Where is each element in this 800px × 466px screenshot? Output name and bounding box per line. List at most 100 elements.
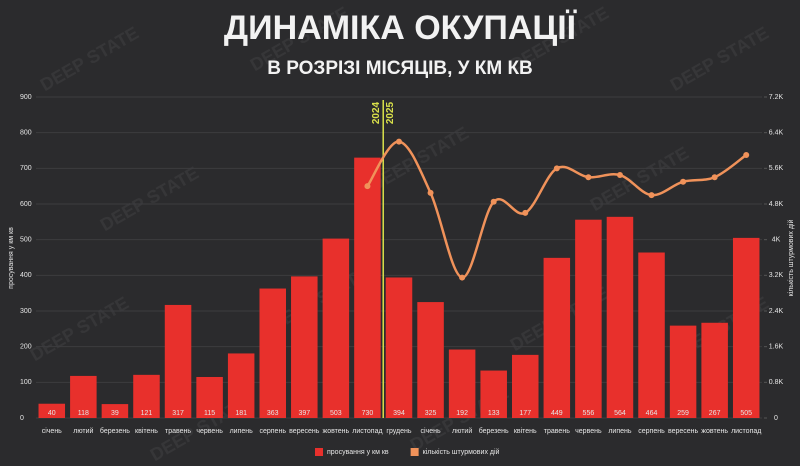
line-point — [553, 165, 560, 172]
year-label: 2024 — [371, 101, 382, 124]
y2-tick-label: 6.4K — [769, 130, 784, 137]
bar — [575, 219, 602, 418]
line-point — [743, 151, 750, 158]
data-label: 40 — [48, 410, 56, 417]
x-tick-label: листопад — [731, 428, 761, 435]
x-tick-label: березень — [479, 427, 509, 435]
data-label: 267 — [709, 410, 721, 417]
x-tick-label: квітень — [135, 427, 158, 435]
data-label: 192 — [456, 410, 468, 417]
line-point — [427, 189, 434, 196]
y-tick-label: 200 — [20, 344, 32, 351]
y2-tick-label: 3.2K — [769, 272, 784, 279]
y-tick-label: 400 — [20, 272, 32, 279]
y-tick-label: 800 — [20, 130, 32, 137]
bar — [669, 325, 697, 418]
data-label: 564 — [614, 410, 626, 417]
data-label: 181 — [235, 410, 247, 417]
bar — [417, 302, 444, 418]
bar — [354, 157, 381, 418]
line-point — [648, 192, 655, 199]
bar — [259, 288, 286, 418]
bar — [164, 304, 192, 418]
x-tick-label: лютий — [73, 427, 93, 435]
x-tick-label: січень — [421, 427, 441, 435]
legend-swatch — [410, 448, 419, 456]
y-tick-label: 0 — [20, 415, 24, 422]
x-tick-label: лютий — [452, 427, 472, 435]
data-label: 505 — [740, 410, 752, 417]
line-point — [711, 174, 718, 181]
legend-swatch — [315, 448, 323, 456]
bar — [480, 370, 507, 418]
y2-tick-label: 7.2K — [769, 94, 784, 101]
bar — [543, 257, 571, 418]
watermark: DEEP STATE — [27, 293, 132, 365]
x-tick-label: серпень — [638, 428, 665, 435]
y2-tick-label: 0 — [774, 415, 778, 422]
x-tick-label: грудень — [386, 428, 411, 435]
data-label: 397 — [298, 410, 310, 417]
line-point — [490, 198, 497, 205]
bar — [101, 404, 129, 418]
y2-tick-label: 4K — [772, 237, 781, 244]
legend-label: просування у км кв — [327, 449, 389, 456]
y2-tick-label: 2.4K — [769, 308, 784, 315]
y2-tick-label: 1.6K — [769, 344, 784, 351]
data-label: 394 — [393, 410, 405, 417]
watermark: DEEP STATE — [667, 23, 772, 95]
line-point — [585, 174, 592, 181]
data-label: 464 — [646, 410, 658, 417]
data-label: 503 — [330, 410, 342, 417]
watermark: DEEP STATE — [37, 23, 142, 95]
legend-label: кількість штурмових дій — [423, 448, 500, 456]
bar — [701, 322, 728, 418]
y-tick-label: 100 — [20, 379, 32, 386]
x-tick-label: березень — [100, 427, 130, 435]
data-label: 118 — [78, 410, 89, 417]
data-label: 177 — [519, 410, 531, 417]
data-label: 133 — [488, 410, 500, 417]
x-tick-label: червень — [575, 428, 602, 435]
chart-title: ДИНАМІКА ОКУПАЦІЇ — [224, 9, 578, 47]
x-tick-label: серпень — [259, 428, 286, 435]
data-label: 259 — [677, 410, 689, 417]
bar — [385, 277, 413, 418]
watermark: DEEP STATE — [97, 163, 202, 235]
y2-tick-label: 5.6K — [769, 165, 784, 172]
y2-tick-label: 4.8K — [769, 201, 784, 208]
line-point — [459, 274, 466, 281]
y-tick-label: 600 — [20, 201, 32, 208]
bar — [133, 374, 160, 418]
data-label: 121 — [141, 410, 153, 417]
x-tick-label: січень — [42, 427, 62, 435]
bar — [196, 376, 223, 418]
y-tick-label: 300 — [20, 308, 32, 315]
x-tick-label: вересень — [668, 428, 699, 435]
line-point — [396, 138, 402, 145]
bar — [227, 353, 255, 418]
bar — [70, 375, 97, 418]
data-label: 39 — [111, 410, 119, 417]
y2-axis-title: кількість штурмових дій — [787, 220, 795, 297]
bar — [38, 403, 66, 418]
line-point — [522, 209, 529, 216]
y-tick-label: 700 — [20, 165, 32, 172]
year-label: 2025 — [385, 101, 396, 124]
x-tick-label: червень — [196, 428, 223, 435]
bar — [732, 237, 760, 418]
x-tick-label: липень — [230, 428, 254, 435]
x-tick-label: листопад — [352, 428, 382, 435]
y-tick-label: 900 — [20, 94, 32, 101]
data-label: 730 — [362, 410, 374, 417]
x-tick-label: травень — [544, 428, 570, 435]
data-label: 317 — [172, 410, 184, 417]
bar — [606, 216, 634, 418]
x-tick-label: вересень — [289, 428, 320, 435]
bar — [638, 252, 665, 418]
line-point — [680, 178, 687, 185]
x-tick-label: жовтень — [323, 428, 350, 435]
data-label: 449 — [551, 410, 563, 417]
x-tick-label: травень — [165, 428, 191, 435]
